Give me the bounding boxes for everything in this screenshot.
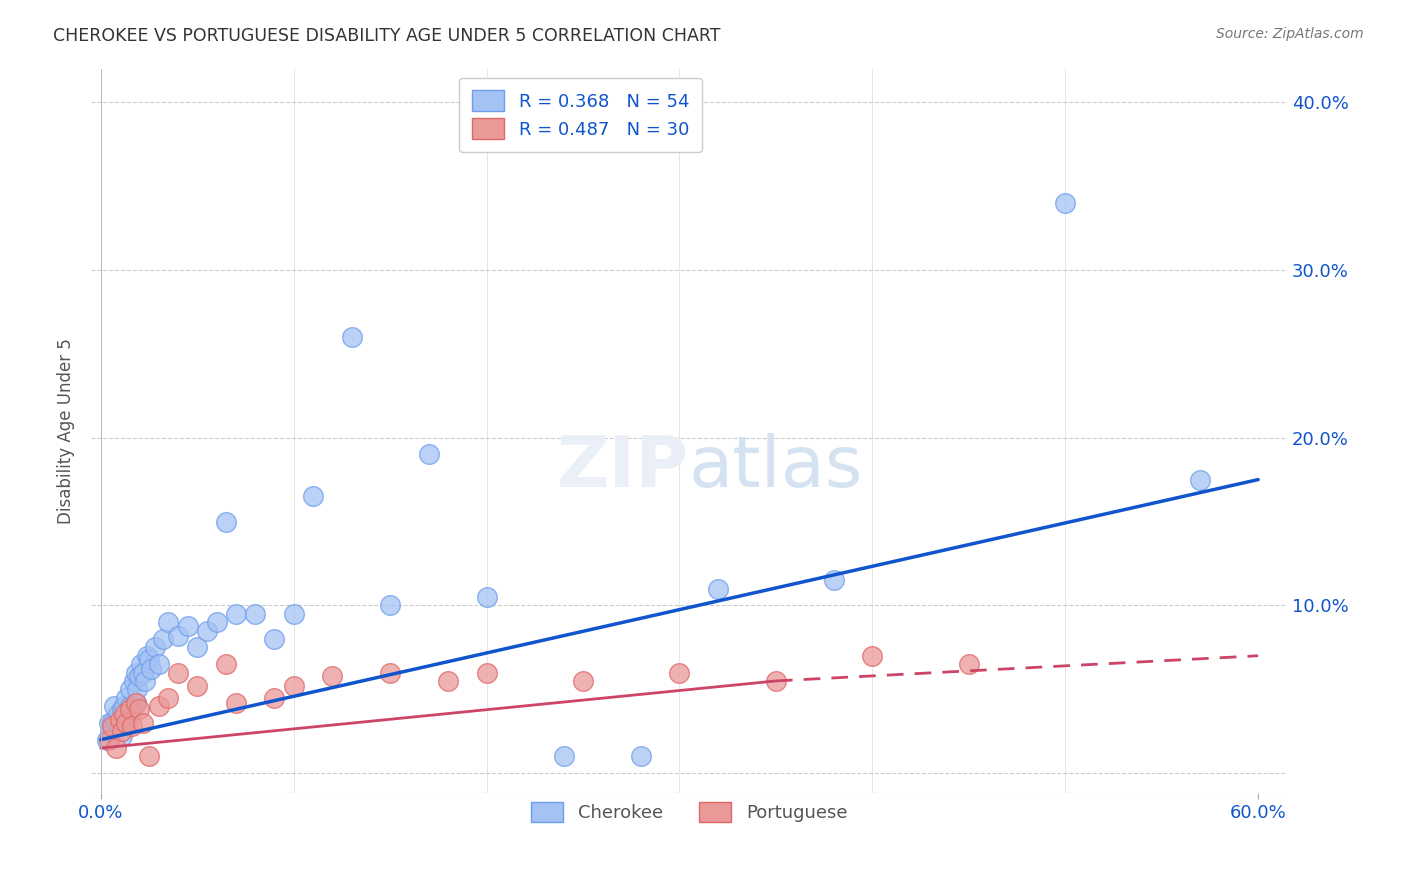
Point [101,719,124,733]
Point [152,632,174,646]
Point [111,702,134,716]
Point [100,724,122,739]
Point [132,665,155,680]
Point [124,696,146,710]
Text: ZIP: ZIP [557,433,689,501]
Point [121,702,143,716]
Point [157,690,180,705]
Point [176,618,198,632]
Point [378,599,401,613]
Point [630,749,652,764]
Point [475,590,498,604]
Point [823,574,845,588]
Point [195,624,218,638]
Point [302,489,325,503]
Point [115,690,138,705]
Point [215,657,238,672]
Point [138,652,160,666]
Point [127,682,149,697]
Point [668,665,690,680]
Point [157,615,180,630]
Point [243,607,266,621]
Point [860,648,883,663]
Point [186,679,208,693]
Point [117,713,139,727]
Point [112,707,135,722]
Point [131,657,153,672]
Point [103,699,125,714]
Point [148,699,170,714]
Point [118,702,141,716]
Point [122,673,145,688]
Point [215,515,238,529]
Text: atlas: atlas [689,433,863,501]
Point [283,679,305,693]
Point [225,696,247,710]
Point [225,607,247,621]
Point [97,715,120,730]
Legend: Cherokee, Portuguese: Cherokee, Portuguese [519,789,860,835]
Point [112,715,135,730]
Point [1189,473,1212,487]
Point [107,707,129,722]
Point [1054,195,1077,210]
Point [112,699,135,714]
Point [553,749,575,764]
Point [572,673,595,688]
Point [132,715,155,730]
Point [283,607,305,621]
Point [418,447,440,461]
Point [707,582,730,596]
Point [115,715,138,730]
Point [124,665,146,680]
Point [124,696,146,710]
Point [138,749,160,764]
Point [765,673,787,688]
Text: CHEROKEE VS PORTUGUESE DISABILITY AGE UNDER 5 CORRELATION CHART: CHEROKEE VS PORTUGUESE DISABILITY AGE UN… [53,27,721,45]
Point [263,632,285,646]
Point [263,690,285,705]
Point [118,682,141,697]
Point [108,713,131,727]
Point [128,669,150,683]
Point [108,719,131,733]
Point [136,648,159,663]
Point [105,715,128,730]
Point [111,724,134,739]
Point [143,640,166,655]
Point [105,741,128,756]
Point [139,662,162,676]
Point [148,657,170,672]
Point [134,673,156,688]
Point [111,729,134,743]
Point [321,669,343,683]
Point [101,715,124,730]
Point [96,732,118,747]
Point [97,732,120,747]
Point [128,702,150,716]
Point [205,615,228,630]
Point [437,673,460,688]
Point [167,629,190,643]
Point [121,719,143,733]
Point [378,665,401,680]
Y-axis label: Disability Age Under 5: Disability Age Under 5 [58,338,75,524]
Point [118,699,141,714]
Point [167,665,190,680]
Point [340,330,363,344]
Point [186,640,208,655]
Text: Source: ZipAtlas.com: Source: ZipAtlas.com [1216,27,1364,41]
Point [475,665,498,680]
Point [957,657,980,672]
Point [115,707,138,722]
